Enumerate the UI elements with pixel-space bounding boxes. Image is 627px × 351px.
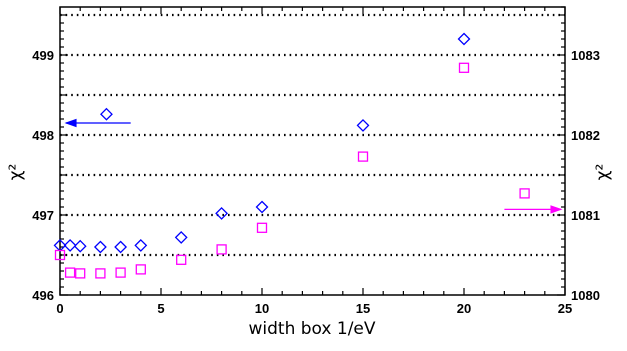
y-left-tick-label: 499 [32,48,54,63]
square-point [176,254,187,265]
legend-square-marker [519,188,530,199]
x-tick-label: 5 [157,301,164,316]
y-tick-labels-right: 1080 1081 1082 1083 [571,48,600,303]
legend-diamond-marker [100,107,113,121]
diamond-point [255,200,269,214]
square-point [64,267,76,278]
axis-arrow-head-icon [64,118,77,128]
x-tick-label: 0 [56,301,63,316]
diamond-point [93,240,107,254]
plot-frame [59,6,566,296]
diamond-point [73,239,87,253]
diamond-point [215,206,229,220]
y-axis-title-left: χ² [6,164,26,181]
square-point [115,267,126,278]
square-point [357,151,369,162]
y-right-tick-label: 1080 [571,288,600,303]
square-point [216,244,227,255]
data-points [53,32,471,279]
y-left-tick-label: 497 [32,208,54,223]
square-point [95,268,106,279]
x-tick-label: 15 [356,301,370,316]
y-left-tick-label: 496 [32,288,54,303]
y-right-tick-label: 1081 [571,208,600,223]
diamond-point [356,118,370,132]
y-right-tick-label: 1082 [571,128,600,143]
square-point [75,268,86,279]
grid-lines [60,13,565,257]
square-point [458,62,470,73]
x-tick-labels: 0 5 10 15 20 25 [56,301,572,316]
diamond-point [457,32,471,46]
square-point [135,264,146,275]
square-point [54,249,66,261]
y-axis-title-right: χ² [593,164,613,181]
x-tick-label: 25 [558,301,572,316]
diamond-point [134,238,148,252]
diamond-point [114,240,128,254]
axis-ticks [59,6,566,296]
diamond-point [63,238,77,252]
y-tick-labels-left: 496 497 498 499 [32,48,54,303]
x-tick-label: 10 [255,301,269,316]
y-right-tick-label: 1083 [571,48,600,63]
square-point [256,222,268,233]
y-left-tick-label: 498 [32,128,54,143]
axis-arrow-head-icon [550,205,563,214]
diamond-point [174,230,188,244]
annotations [64,107,563,214]
x-axis-title: width box 1/eV [248,319,375,339]
x-tick-label: 20 [457,301,471,316]
